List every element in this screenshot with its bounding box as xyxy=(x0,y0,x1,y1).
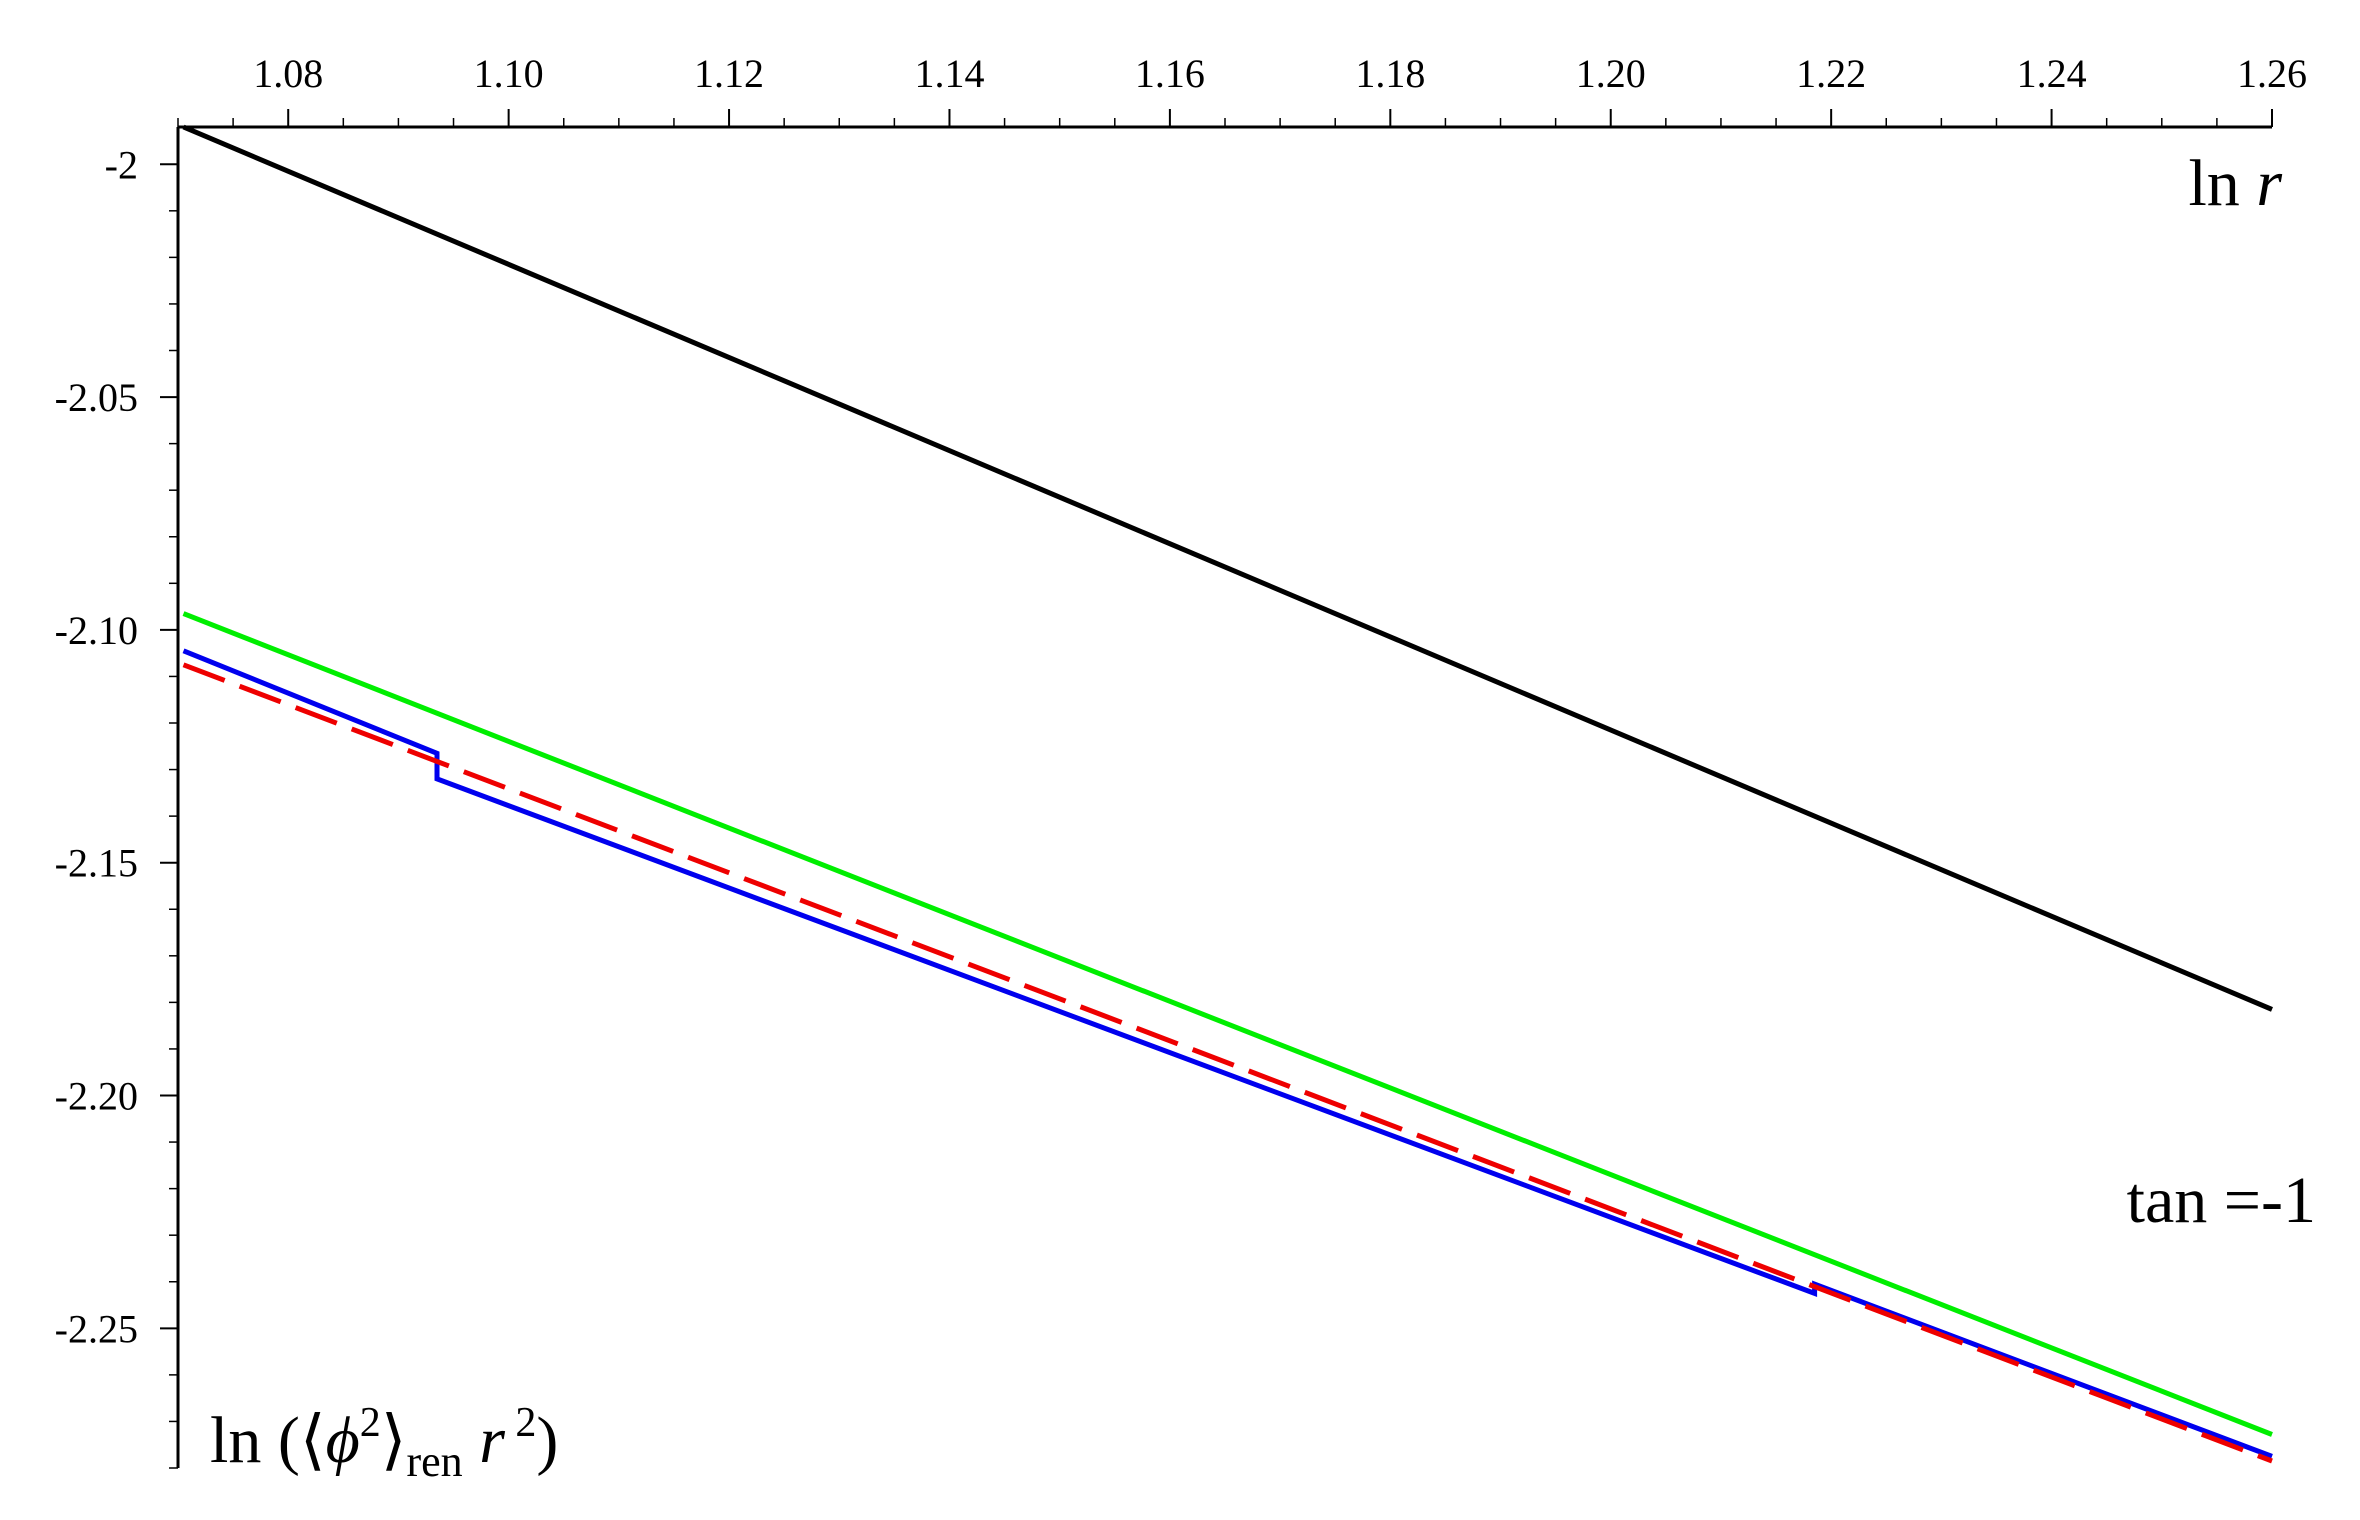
x-tick-label: 1.14 xyxy=(914,51,984,96)
x-axis: 1.08 1.10 1.12 1.14 1.16 1.18 1.20 1.22 1.24 1.26 xyxy=(177,51,2307,129)
series-line-3 xyxy=(182,648,2273,1459)
y-tick-label: -2.05 xyxy=(55,375,138,420)
x-tick-label: 1.24 xyxy=(2017,51,2087,96)
y-axis: -2 -2.05 -2.10 -2.15 -2.20 -2.25 xyxy=(55,127,180,1469)
series-line-4 xyxy=(182,662,2273,1464)
annotation-tan: tan =-1 xyxy=(2127,1164,2316,1237)
series-line-2 xyxy=(182,611,2273,1437)
y-tick-label: -2.10 xyxy=(55,608,138,653)
y-tick-label: -2.15 xyxy=(55,841,138,886)
y-tick-label: -2 xyxy=(105,142,138,187)
y-tick-label: -2.25 xyxy=(55,1306,138,1351)
series-layer xyxy=(182,124,2273,1464)
x-tick-label: 1.26 xyxy=(2237,51,2307,96)
x-tick-label: 1.18 xyxy=(1355,51,1425,96)
y-axis-title: ln (⟨ϕ2⟩ren r 2) xyxy=(210,1400,558,1486)
series-line-1 xyxy=(182,124,2273,1012)
x-tick-label: 1.10 xyxy=(474,51,544,96)
y-tick-label: -2.20 xyxy=(55,1074,138,1119)
x-tick-label: 1.12 xyxy=(694,51,764,96)
x-tick-label: 1.22 xyxy=(1796,51,1866,96)
x-axis-title: ln r xyxy=(2188,147,2282,220)
x-tick-label: 1.16 xyxy=(1135,51,1205,96)
x-tick-label: 1.20 xyxy=(1576,51,1646,96)
x-tick-label: 1.08 xyxy=(253,51,323,96)
